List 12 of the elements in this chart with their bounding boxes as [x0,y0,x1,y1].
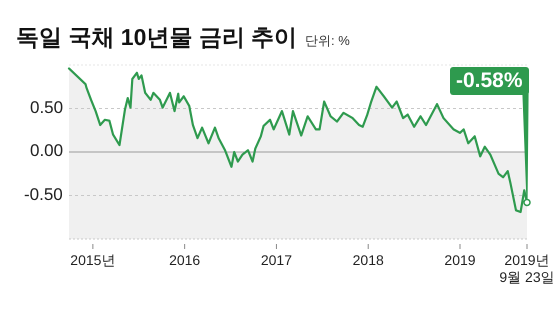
x-tick-label: 2019년 9월 23일 [499,252,555,286]
x-tick-label: 2015년 [69,252,116,269]
chart-subtitle: 단위: % [305,32,350,50]
annotation: -0.58% [450,67,529,95]
y-tick-label: 0.00 [30,141,64,161]
x-tick-label: 2018 [352,252,385,269]
x-tick-label: 2016 [168,252,202,269]
chart-title: 독일 국채 10년물 금리 추이 [16,23,298,52]
y-tick-label: 0.50 [30,98,64,118]
y-tick-label: -0.50 [24,184,63,204]
x-tick-label: 2019 [443,252,477,269]
x-tick-label: 2017 [260,252,293,269]
